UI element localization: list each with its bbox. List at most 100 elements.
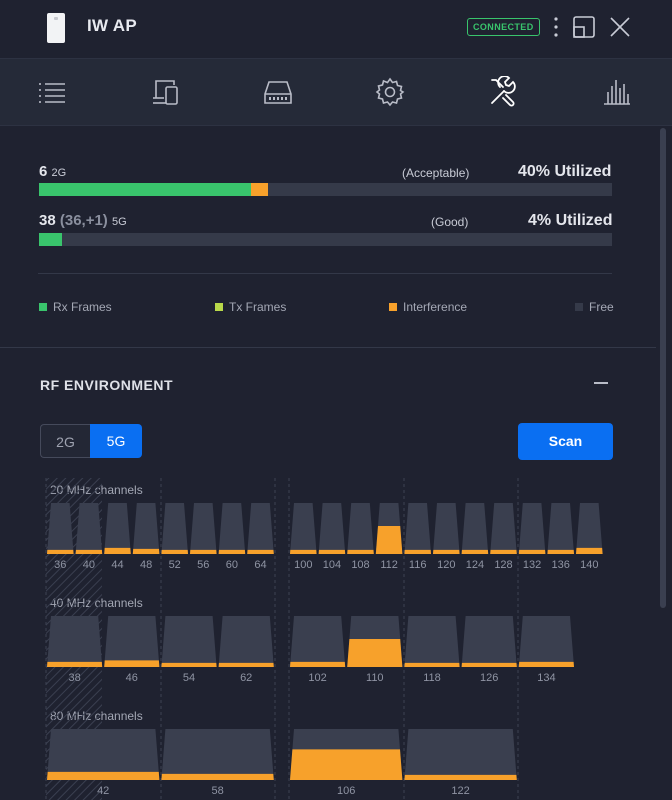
channel-tick-60: 60 — [226, 559, 238, 571]
close-icon[interactable] — [607, 14, 633, 40]
channel-tick-136: 136 — [552, 559, 570, 571]
channel-level-44 — [104, 547, 131, 554]
more-vertical-icon[interactable] — [543, 14, 569, 40]
tab-2g[interactable]: 2G — [40, 424, 90, 458]
channel-sub: (36,+1) — [59, 212, 108, 229]
channel-slot-102 — [290, 616, 346, 667]
scan-button[interactable]: Scan — [518, 423, 613, 460]
channel-level-36 — [47, 549, 74, 554]
rx-segment — [39, 233, 62, 246]
tools-icon[interactable] — [487, 76, 519, 108]
channel-tick-42: 42 — [97, 785, 109, 797]
channel-tick-44: 44 — [111, 559, 123, 571]
channel-level-136 — [547, 549, 574, 554]
devices-icon[interactable] — [150, 76, 182, 108]
list-icon[interactable] — [36, 76, 68, 108]
channel-slot-56 — [190, 503, 217, 554]
excluded-region — [46, 478, 102, 800]
gear-icon[interactable] — [374, 76, 406, 108]
channel-tick-112: 112 — [380, 559, 398, 571]
channel-slot-38 — [47, 616, 103, 667]
scrollbar[interactable] — [660, 128, 666, 608]
channel-tick-134: 134 — [537, 672, 555, 684]
channel-tick-128: 128 — [494, 559, 512, 571]
channel-level-116 — [404, 549, 431, 554]
channel-tick-48: 48 — [140, 559, 152, 571]
channel-slot-48 — [132, 503, 160, 554]
channel-tick-118: 118 — [423, 672, 441, 684]
channel-5g-bar — [39, 233, 612, 246]
channel-number: 38 — [39, 212, 56, 229]
main-nav — [0, 58, 672, 126]
channel-band: 2G — [51, 167, 67, 179]
channel-band: 5G — [111, 216, 127, 228]
channel-tick-38: 38 — [68, 672, 80, 684]
channel-tick-36: 36 — [54, 559, 66, 571]
legend-label: Rx Frames — [53, 300, 112, 314]
channel-slot-110 — [347, 616, 403, 667]
channel-tick-46: 46 — [126, 672, 138, 684]
channel-level-100 — [290, 549, 317, 554]
channel-slot-58 — [161, 729, 274, 780]
channel-slot-46 — [104, 616, 160, 667]
group-label-40mhz: 40 MHz channels — [50, 596, 143, 610]
channel-slot-104 — [318, 503, 346, 554]
status-badge: CONNECTED — [467, 18, 540, 36]
legend-rx: Rx Frames — [39, 300, 112, 314]
channel-level-110 — [347, 638, 403, 667]
legend-label: Interference — [403, 300, 468, 314]
channel-slot-132 — [518, 503, 546, 554]
channel-tick-120: 120 — [437, 559, 455, 571]
channel-level-140 — [576, 547, 603, 554]
legend-tx: Tx Frames — [215, 300, 286, 314]
channel-slot-52 — [161, 503, 188, 554]
channel-level-64 — [247, 549, 274, 554]
channel-slot-36 — [47, 503, 74, 554]
channel-5g-utilization: 4% Utilized — [528, 212, 613, 229]
channel-level-62 — [218, 662, 274, 667]
channel-slot-120 — [433, 503, 460, 554]
channel-slot-64 — [247, 503, 274, 554]
channel-slot-116 — [404, 503, 431, 554]
device-icon — [47, 13, 65, 43]
legend-swatch — [39, 303, 47, 311]
channel-tick-56: 56 — [197, 559, 209, 571]
channel-tick-58: 58 — [211, 785, 223, 797]
channel-tick-116: 116 — [409, 559, 427, 571]
legend-label: Tx Frames — [229, 300, 287, 314]
channel-slot-106 — [290, 729, 403, 780]
channel-slot-112 — [375, 503, 403, 554]
channel-slot-122 — [404, 729, 517, 780]
channel-tick-52: 52 — [169, 559, 181, 571]
bar-chart-icon[interactable] — [601, 76, 633, 108]
collapse-icon[interactable] — [594, 382, 608, 384]
legend-swatch — [215, 303, 223, 311]
channel-tick-104: 104 — [323, 559, 341, 571]
channel-slot-118 — [404, 616, 460, 667]
tab-5g[interactable]: 5G — [90, 424, 142, 458]
divider — [38, 273, 612, 274]
window-icon[interactable] — [571, 14, 597, 40]
channel-slot-140 — [576, 503, 603, 554]
channel-2g-label: 6 2G — [39, 163, 66, 180]
channel-slot-40 — [75, 503, 103, 554]
channel-level-42 — [47, 771, 160, 780]
rf-environment-title: RF ENVIRONMENT — [40, 377, 173, 393]
channel-tick-124: 124 — [466, 559, 484, 571]
channel-slot-62 — [218, 616, 274, 667]
channel-level-56 — [190, 549, 217, 554]
legend-free: Free — [575, 300, 614, 314]
storage-icon[interactable] — [262, 76, 294, 108]
device-name: IW AP — [87, 16, 137, 35]
legend-swatch — [575, 303, 583, 311]
channel-level-118 — [404, 662, 460, 667]
app-header: IW AP CONNECTED — [0, 0, 672, 58]
channel-tick-106: 106 — [337, 785, 355, 797]
channel-2g-quality: (Acceptable) — [402, 166, 470, 180]
channel-5g-label: 38 (36,+1) 5G — [39, 212, 127, 229]
channel-tick-100: 100 — [294, 559, 312, 571]
legend-interference: Interference — [389, 300, 467, 314]
channel-slot-108 — [347, 503, 374, 554]
channel-tick-62: 62 — [240, 672, 252, 684]
channel-level-54 — [161, 662, 217, 667]
